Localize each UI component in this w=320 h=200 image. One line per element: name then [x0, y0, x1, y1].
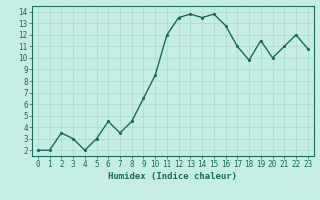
- X-axis label: Humidex (Indice chaleur): Humidex (Indice chaleur): [108, 172, 237, 181]
